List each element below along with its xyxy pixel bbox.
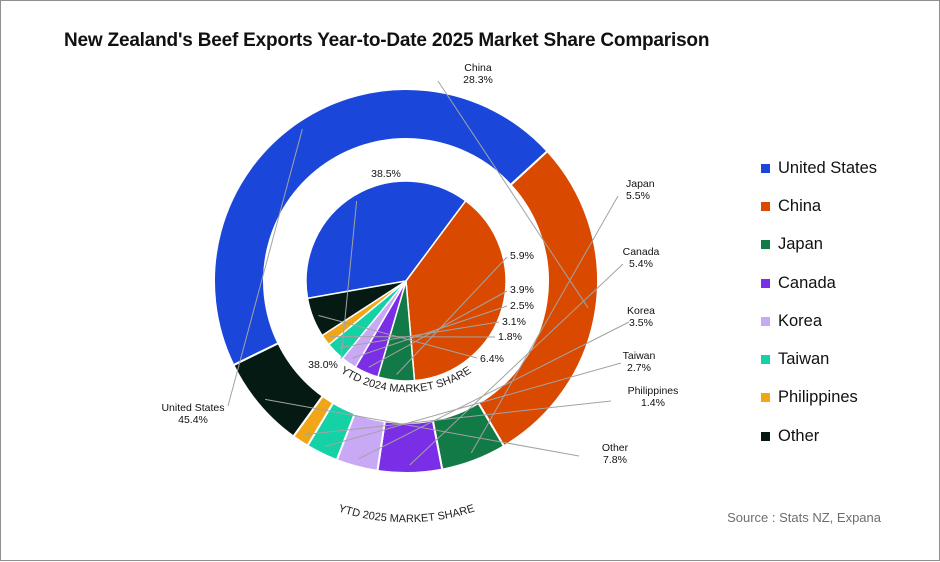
legend-item: Taiwan [761,340,877,378]
inner-label-value-canada: 3.9% [510,284,534,296]
legend-label: Korea [778,312,822,331]
outer-label-value-korea: 3.5% [629,317,653,329]
outer-label-name-japan: Japan [626,178,655,190]
outer-label-value-taiwan: 2.7% [627,362,651,374]
legend-swatch [761,317,770,326]
legend-item: China [761,187,877,225]
legend-item: Korea [761,302,877,340]
outer-label-name-other: Other [602,442,629,454]
legend-item: Philippines [761,379,877,417]
legend-label: Japan [778,235,823,254]
legend-label: China [778,197,821,216]
legend-label: Taiwan [778,350,829,369]
outer-series-label: YTD 2025 MARKET SHARE [337,503,476,526]
legend-label: Canada [778,274,836,293]
legend-swatch [761,432,770,441]
outer-label-value-china: 28.3% [463,74,493,86]
inner-label-value-philippines: 1.8% [498,331,522,343]
legend-swatch [761,355,770,364]
legend-label: United States [778,159,877,178]
inner-label-value-korea: 2.5% [510,300,534,312]
inner-label-value-taiwan: 3.1% [502,316,526,328]
outer-label-value-united-states: 45.4% [178,414,208,426]
legend-item: Japan [761,226,877,264]
legend-item: Other [761,417,877,455]
outer-series-label-text: YTD 2025 MARKET SHARE [337,503,476,526]
legend-item: Canada [761,264,877,302]
legend: United States China Japan Canada Korea T… [761,149,877,455]
outer-slice-canada [377,420,442,473]
legend-swatch [761,393,770,402]
legend-label: Other [778,427,819,446]
legend-item: United States [761,149,877,187]
inner-label-value-united-states: 38.0% [308,359,338,371]
outer-label-value-canada: 5.4% [629,258,653,270]
legend-swatch [761,240,770,249]
legend-swatch [761,202,770,211]
outer-label-name-korea: Korea [627,305,655,317]
inner-pie-2024 [306,181,506,381]
source-note: Source : Stats NZ, Expana [727,510,881,525]
outer-label-value-other: 7.8% [603,454,627,466]
outer-label-name-philippines: Philippines [628,385,679,397]
outer-label-name-canada: Canada [623,246,660,258]
outer-label-value-philippines: 1.4% [641,397,665,409]
legend-swatch [761,279,770,288]
inner-label-value-other: 6.4% [480,353,504,365]
outer-label-name-china: China [464,62,492,74]
inner-label-value-china: 38.5% [371,168,401,180]
outer-label-name-taiwan: Taiwan [623,350,656,362]
inner-label-value-japan: 5.9% [510,250,534,262]
outer-label-value-japan: 5.5% [626,190,650,202]
legend-label: Philippines [778,388,858,407]
outer-label-name-united-states: United States [161,402,224,414]
legend-swatch [761,164,770,173]
